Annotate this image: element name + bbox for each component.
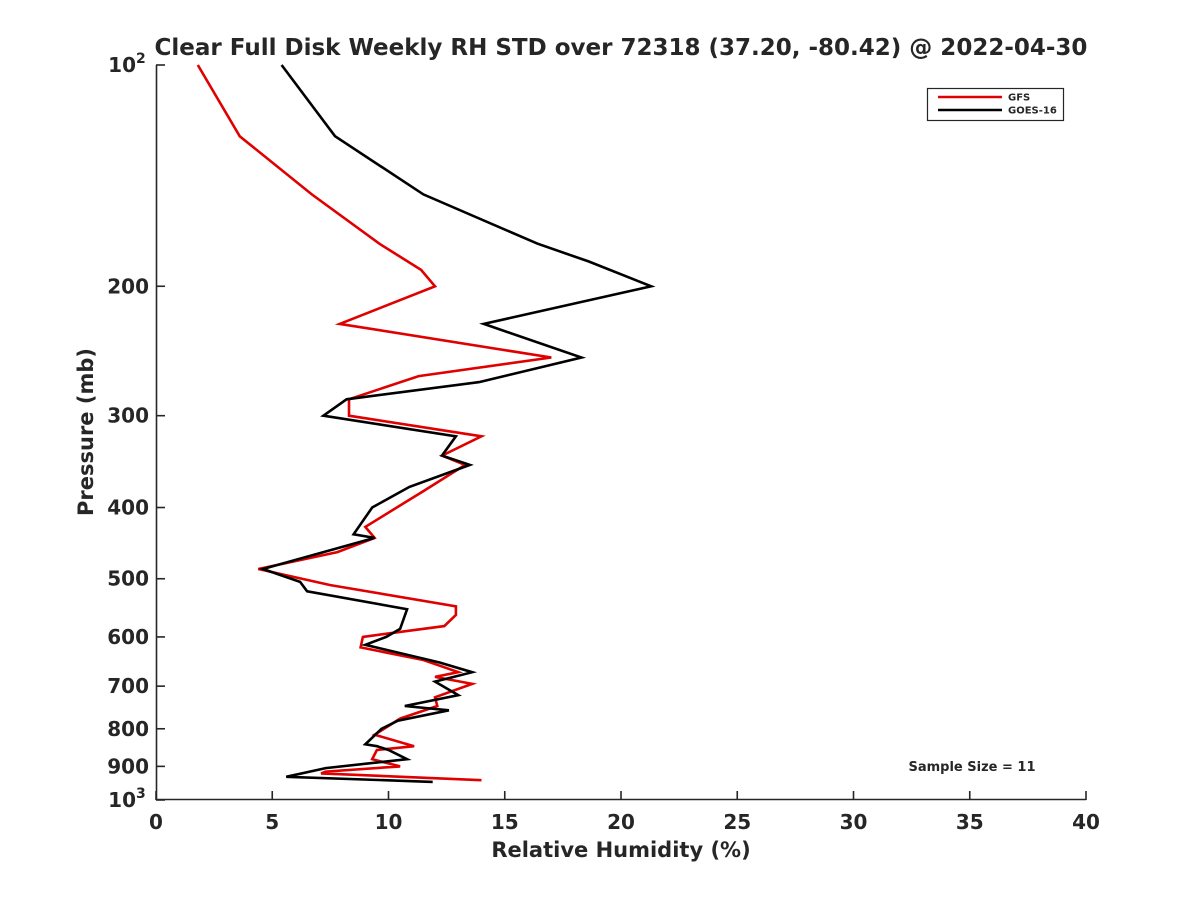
y-tick-label: 400 xyxy=(107,496,149,520)
legend-label-gfs: GFS xyxy=(1008,93,1030,104)
y-tick-label: 800 xyxy=(107,717,149,741)
y-tick-label: 200 xyxy=(107,274,149,298)
y-tick-label: 700 xyxy=(107,674,149,698)
x-tick-label: 40 xyxy=(1072,810,1100,834)
series-line-gfs xyxy=(196,64,552,782)
y-axis-label: Pressure (mb) xyxy=(74,348,98,516)
y-tick-label-exponent: 2 xyxy=(136,51,146,67)
x-tick-label: 15 xyxy=(491,810,519,834)
x-tick-label: 0 xyxy=(149,810,163,834)
y-tick-label: 10 xyxy=(108,53,136,77)
x-tick-label: 35 xyxy=(956,810,984,834)
legend-box xyxy=(926,87,1065,122)
x-tick-label: 30 xyxy=(840,810,868,834)
x-tick-label: 5 xyxy=(265,810,279,834)
plot-lines xyxy=(196,64,656,784)
sample-size-annotation: Sample Size = 11 xyxy=(908,760,1035,775)
y-tick-label: 900 xyxy=(107,754,149,778)
legend-label-goes16: GOES-16 xyxy=(1008,106,1057,117)
y-tick-label: 300 xyxy=(107,404,149,428)
y-tick-label: 500 xyxy=(107,567,149,591)
y-tick-label: 600 xyxy=(107,625,149,649)
x-axis-label: Relative Humidity (%) xyxy=(491,838,750,862)
x-ticks: 0 5 10 15 20 25 30 35 40 xyxy=(149,791,1100,834)
y-tick-label: 10 xyxy=(108,788,136,812)
x-tick-label: 25 xyxy=(723,810,751,834)
legend: GFS GOES-16 xyxy=(926,87,1065,122)
x-tick-label: 10 xyxy=(375,810,403,834)
chart-title: Clear Full Disk Weekly RH STD over 72318… xyxy=(155,35,1088,61)
series-line-goes16 xyxy=(258,64,656,784)
y-tick-label-exponent: 3 xyxy=(136,786,146,802)
x-tick-label: 20 xyxy=(607,810,635,834)
